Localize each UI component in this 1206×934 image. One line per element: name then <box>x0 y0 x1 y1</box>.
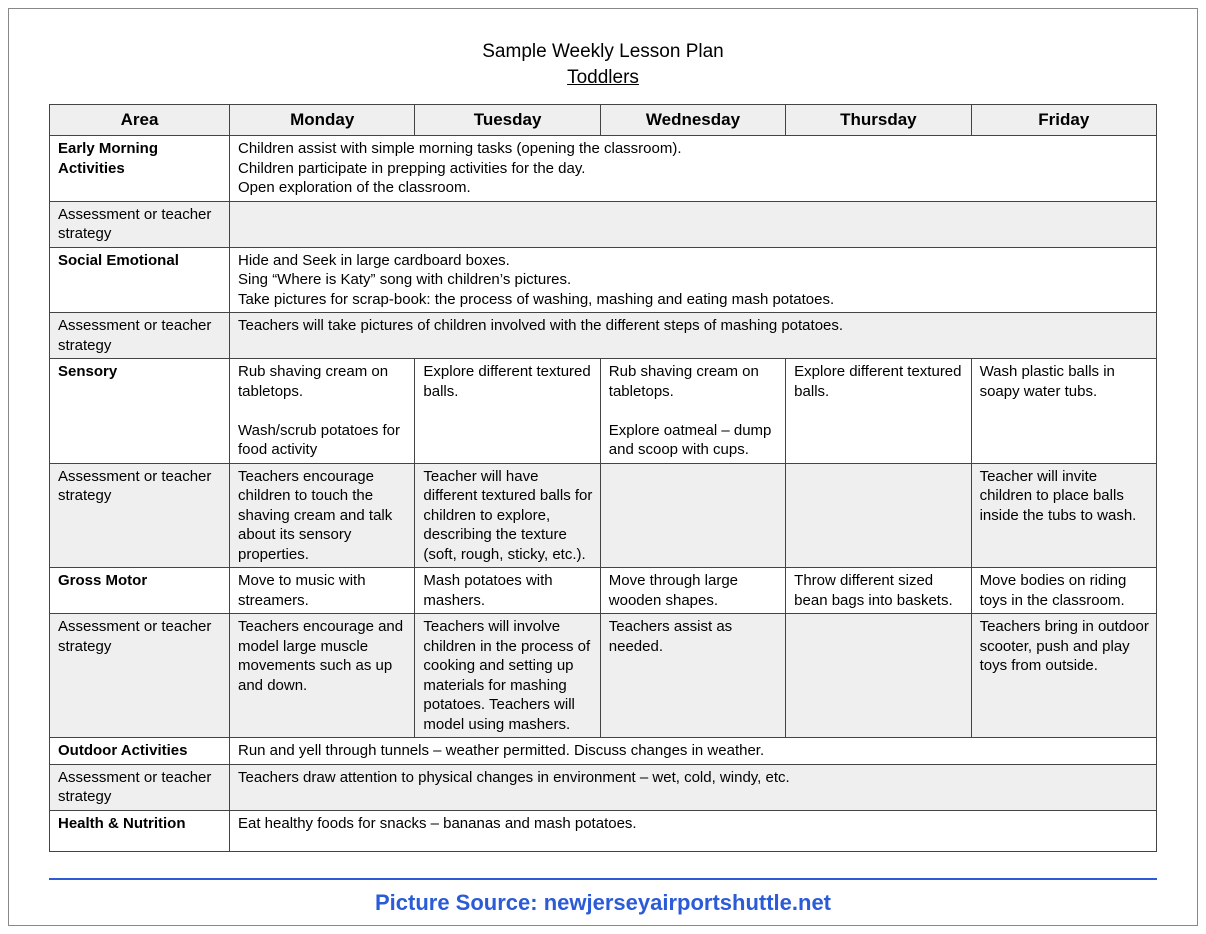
early-line1: Children assist with simple morning task… <box>238 139 1150 159</box>
sensory-wed-1: Rub shaving cream on tabletops. <box>609 362 779 401</box>
row-health: Health & Nutrition Eat healthy foods for… <box>50 810 1157 852</box>
early-content: Children assist with simple morning task… <box>230 136 1157 202</box>
social-line1: Hide and Seek in large cardboard boxes. <box>238 251 1150 271</box>
row-gross-assess: Assessment or teacher strategy Teachers … <box>50 614 1157 738</box>
early-line3: Open exploration of the classroom. <box>238 178 1150 198</box>
col-tuesday: Tuesday <box>415 105 600 136</box>
row-early-assess: Assessment or teacher strategy <box>50 201 1157 247</box>
assess-label: Assessment or teacher strategy <box>50 614 230 738</box>
assess-label: Assessment or teacher strategy <box>50 201 230 247</box>
outdoor-assess: Teachers draw attention to physical chan… <box>230 764 1157 810</box>
lesson-plan-table: Area Monday Tuesday Wednesday Thursday F… <box>49 104 1157 852</box>
col-thursday: Thursday <box>786 105 971 136</box>
gross-wed: Move through large wooden shapes. <box>600 568 785 614</box>
row-early-morning: Early Morning Activities Children assist… <box>50 136 1157 202</box>
gross-assess-tue: Teachers will involve children in the pr… <box>415 614 600 738</box>
gross-assess-thu <box>786 614 971 738</box>
area-outdoor: Outdoor Activities <box>50 738 230 765</box>
row-sensory-assess: Assessment or teacher strategy Teachers … <box>50 463 1157 568</box>
gross-assess-mon: Teachers encourage and model large muscl… <box>230 614 415 738</box>
col-monday: Monday <box>230 105 415 136</box>
row-sensory: Sensory Rub shaving cream on tabletops. … <box>50 359 1157 464</box>
page-title: Sample Weekly Lesson Plan <box>49 39 1157 65</box>
col-wednesday: Wednesday <box>600 105 785 136</box>
row-gross: Gross Motor Move to music with streamers… <box>50 568 1157 614</box>
area-health: Health & Nutrition <box>50 810 230 852</box>
row-social-assess: Assessment or teacher strategy Teachers … <box>50 313 1157 359</box>
area-sensory: Sensory <box>50 359 230 464</box>
gross-mon: Move to music with streamers. <box>230 568 415 614</box>
row-outdoor: Outdoor Activities Run and yell through … <box>50 738 1157 765</box>
early-line2: Children participate in prepping activit… <box>238 159 1150 179</box>
area-social: Social Emotional <box>50 247 230 313</box>
outdoor-content: Run and yell through tunnels – weather p… <box>230 738 1157 765</box>
sensory-mon-1: Rub shaving cream on tabletops. <box>238 362 408 401</box>
social-assess: Teachers will take pictures of children … <box>230 313 1157 359</box>
sensory-mon: Rub shaving cream on tabletops. Wash/scr… <box>230 359 415 464</box>
gross-assess-fri: Teachers bring in outdoor scooter, push … <box>971 614 1156 738</box>
sensory-assess-mon: Teachers encourage children to touch the… <box>230 463 415 568</box>
col-area: Area <box>50 105 230 136</box>
sensory-assess-fri: Teacher will invite children to place ba… <box>971 463 1156 568</box>
gross-assess-wed: Teachers assist as needed. <box>600 614 785 738</box>
sensory-wed-2: Explore oatmeal – dump and scoop with cu… <box>609 421 779 460</box>
social-line3: Take pictures for scrap-book: the proces… <box>238 290 1150 310</box>
early-assess <box>230 201 1157 247</box>
row-outdoor-assess: Assessment or teacher strategy Teachers … <box>50 764 1157 810</box>
sensory-assess-thu <box>786 463 971 568</box>
sensory-wed: Rub shaving cream on tabletops. Explore … <box>600 359 785 464</box>
assess-label: Assessment or teacher strategy <box>50 463 230 568</box>
document-frame: Sample Weekly Lesson Plan Toddlers Area … <box>8 8 1198 926</box>
gross-thu: Throw different sized bean bags into bas… <box>786 568 971 614</box>
gross-fri: Move bodies on riding toys in the classr… <box>971 568 1156 614</box>
page-subtitle: Toddlers <box>49 65 1157 91</box>
health-content: Eat healthy foods for snacks – bananas a… <box>230 810 1157 852</box>
sensory-tue: Explore different textured balls. <box>415 359 600 464</box>
social-line2: Sing “Where is Katy” song with children’… <box>238 270 1150 290</box>
title-block: Sample Weekly Lesson Plan Toddlers <box>49 39 1157 90</box>
area-gross: Gross Motor <box>50 568 230 614</box>
row-social: Social Emotional Hide and Seek in large … <box>50 247 1157 313</box>
assess-label: Assessment or teacher strategy <box>50 313 230 359</box>
social-content: Hide and Seek in large cardboard boxes. … <box>230 247 1157 313</box>
col-friday: Friday <box>971 105 1156 136</box>
sensory-fri: Wash plastic balls in soapy water tubs. <box>971 359 1156 464</box>
sensory-mon-2: Wash/scrub potatoes for food activity <box>238 421 408 460</box>
table-header-row: Area Monday Tuesday Wednesday Thursday F… <box>50 105 1157 136</box>
sensory-assess-wed <box>600 463 785 568</box>
sensory-thu: Explore different textured balls. <box>786 359 971 464</box>
area-early-morning: Early Morning Activities <box>50 136 230 202</box>
footer-caption: Picture Source: newjerseyairportshuttle.… <box>49 878 1157 916</box>
sensory-assess-tue: Teacher will have different textured bal… <box>415 463 600 568</box>
assess-label: Assessment or teacher strategy <box>50 764 230 810</box>
gross-tue: Mash potatoes with mashers. <box>415 568 600 614</box>
